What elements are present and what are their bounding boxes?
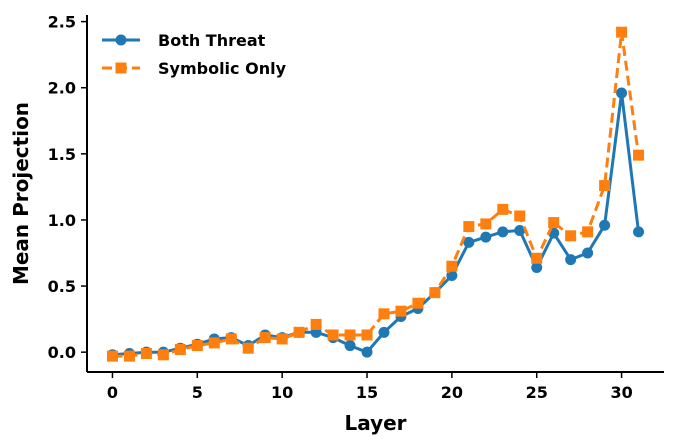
data-point-symbolic-only xyxy=(259,332,271,344)
data-point-symbolic-only xyxy=(531,252,543,264)
data-point-both-threat xyxy=(616,87,628,99)
data-point-both-threat xyxy=(463,236,475,248)
x-tick-label: 10 xyxy=(271,383,293,402)
data-point-both-threat xyxy=(344,340,356,352)
legend-entry-both-threat: Both Threat xyxy=(102,31,266,50)
data-point-symbolic-only xyxy=(616,26,628,38)
data-point-both-threat xyxy=(565,254,577,266)
data-point-both-threat xyxy=(531,262,543,274)
data-point-both-threat xyxy=(599,219,611,231)
x-tick-label: 30 xyxy=(610,383,632,402)
data-point-symbolic-only xyxy=(395,305,407,317)
x-tick-label: 0 xyxy=(107,383,118,402)
x-tick-label: 5 xyxy=(192,383,203,402)
data-point-symbolic-only xyxy=(599,180,611,192)
data-point-symbolic-only xyxy=(548,217,560,229)
data-point-symbolic-only xyxy=(361,329,373,341)
data-point-symbolic-only xyxy=(327,329,339,341)
data-point-symbolic-only xyxy=(429,287,441,299)
series-line-symbolic-only xyxy=(112,30,640,358)
data-point-both-threat xyxy=(582,247,594,259)
legend-entry-symbolic-only: Symbolic Only xyxy=(102,59,287,78)
data-point-symbolic-only xyxy=(480,218,492,230)
y-tick-label: 0.0 xyxy=(48,343,76,362)
data-point-symbolic-only xyxy=(310,318,322,330)
data-point-symbolic-only xyxy=(463,221,475,233)
ticks: 0 5 10 15 20 25 30 0.0 0.5 1.0 1.5 2.0 2.5 xyxy=(48,13,633,402)
data-point-both-threat xyxy=(514,225,526,237)
data-point-symbolic-only xyxy=(276,333,288,345)
data-point-symbolic-only xyxy=(106,350,118,362)
y-tick-label: 2.0 xyxy=(48,79,76,98)
data-point-both-threat xyxy=(480,231,492,243)
data-point-symbolic-only xyxy=(497,203,509,215)
y-tick-label: 2.5 xyxy=(48,13,76,32)
data-point-symbolic-only xyxy=(412,297,424,309)
legend-label-both-threat: Both Threat xyxy=(158,31,266,50)
data-point-both-threat xyxy=(497,226,509,238)
data-point-symbolic-only xyxy=(191,340,203,352)
data-point-symbolic-only xyxy=(140,347,152,359)
plot-area xyxy=(106,26,645,362)
series-line-both-threat xyxy=(112,91,640,357)
legend: Both Threat Symbolic Only xyxy=(102,31,287,78)
x-tick-label: 25 xyxy=(526,383,548,402)
data-point-symbolic-only xyxy=(174,344,186,356)
data-point-symbolic-only xyxy=(565,230,577,242)
data-point-symbolic-only xyxy=(378,308,390,320)
data-point-symbolic-only xyxy=(344,329,356,341)
data-point-symbolic-only xyxy=(123,350,135,362)
x-axis-title: Layer xyxy=(344,411,406,435)
x-tick-label: 15 xyxy=(356,383,378,402)
data-point-symbolic-only xyxy=(293,326,305,338)
legend-marker-both-threat xyxy=(115,34,127,46)
y-tick-label: 0.5 xyxy=(48,277,76,296)
data-point-symbolic-only xyxy=(242,342,254,354)
data-point-both-threat xyxy=(378,326,390,338)
data-point-symbolic-only xyxy=(225,333,237,345)
data-point-symbolic-only xyxy=(514,210,526,222)
data-point-symbolic-only xyxy=(157,349,169,361)
data-point-symbolic-only xyxy=(582,226,594,238)
y-tick-label: 1.0 xyxy=(48,211,76,230)
y-axis-title: Mean Projection xyxy=(9,102,33,285)
data-point-symbolic-only xyxy=(446,260,458,272)
data-point-both-threat xyxy=(633,226,645,238)
data-point-both-threat xyxy=(361,346,373,358)
data-point-symbolic-only xyxy=(208,337,220,349)
x-tick-label: 20 xyxy=(441,383,463,402)
legend-label-symbolic-only: Symbolic Only xyxy=(158,59,287,78)
data-point-symbolic-only xyxy=(633,149,645,161)
axes xyxy=(86,15,664,373)
legend-marker-symbolic-only xyxy=(115,62,127,74)
y-tick-label: 1.5 xyxy=(48,145,76,164)
